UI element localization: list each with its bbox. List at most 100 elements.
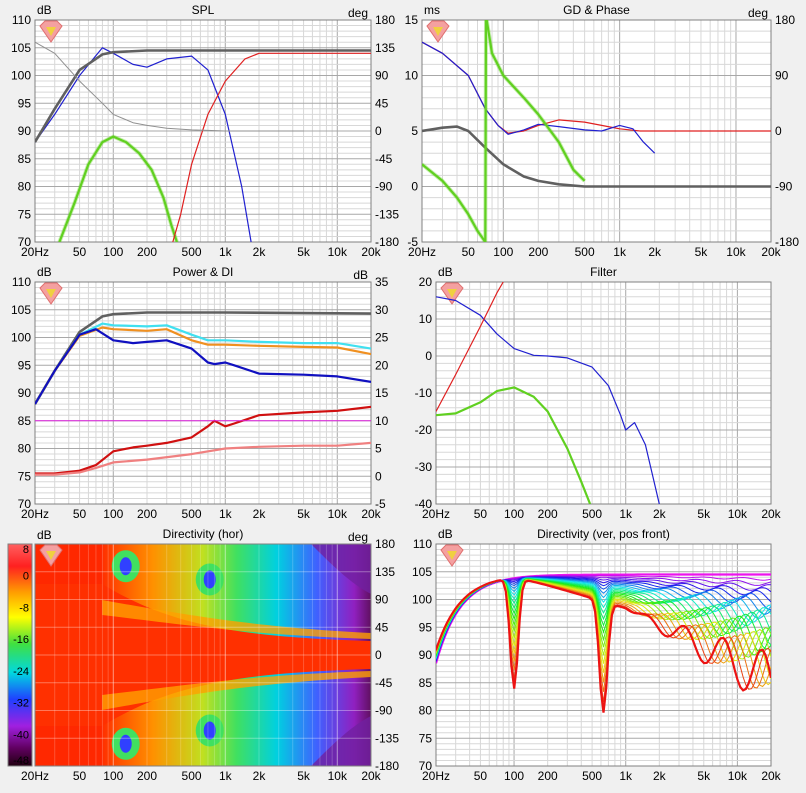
- y-tick-label: 75: [18, 469, 32, 483]
- plot-title: SPL: [192, 3, 215, 17]
- right-tick-label: -5: [375, 497, 386, 511]
- scale-tick-label: -16: [13, 634, 29, 646]
- heatmap-edge: [102, 600, 371, 639]
- logo-core: [46, 289, 56, 298]
- grid: [34, 543, 372, 767]
- x-tick-label: 5k: [695, 245, 709, 259]
- series-red-line: [436, 282, 504, 412]
- heatmap-center-band: [35, 584, 371, 726]
- right-tick-label: -45: [375, 152, 393, 166]
- x-tick-label: 2k: [653, 507, 667, 521]
- y-tick-label: 0: [425, 349, 432, 363]
- series-red-line: [172, 52, 371, 242]
- x-tick-label: 20Hz: [21, 769, 49, 783]
- y-tick-label: 105: [11, 303, 31, 317]
- scale-tick-label: -40: [13, 729, 29, 741]
- x-tick-label: 1k: [613, 245, 627, 259]
- plot-title: GD & Phase: [563, 3, 630, 17]
- right-tick-label: 135: [375, 565, 395, 579]
- y-tick-label: 105: [412, 565, 432, 579]
- x-tick-label: 100: [103, 769, 123, 783]
- y-tick-label: 95: [18, 358, 32, 372]
- series-group: [35, 41, 371, 242]
- right-tick-label: 0: [775, 124, 782, 138]
- left-unit-label: dB: [37, 3, 52, 17]
- x-tick-label: 500: [182, 769, 202, 783]
- y-tick-label: 110: [12, 275, 31, 289]
- color-scale-bar: [7, 543, 33, 767]
- x-tick-label: 50: [73, 245, 87, 259]
- x-tick-label: 20Hz: [21, 507, 49, 521]
- right-tick-label: 15: [375, 386, 389, 400]
- plot-title: Power & DI: [173, 265, 234, 279]
- diamond-logo-icon: [39, 20, 63, 43]
- x-tick-label: 20Hz: [422, 507, 450, 521]
- x-tick-label: 100: [504, 507, 524, 521]
- plot-frame: [34, 281, 372, 505]
- right-tick-label: 90: [375, 593, 389, 607]
- right-tick-label: 5: [375, 442, 382, 456]
- heatmap-hf: [311, 544, 371, 594]
- x-tick-label: 10k: [728, 507, 748, 521]
- y-tick-label: -20: [415, 423, 433, 437]
- right-unit-label: deg: [748, 6, 768, 20]
- right-tick-label: -90: [775, 180, 793, 194]
- right-tick-label: -135: [375, 731, 399, 745]
- right-tick-label: 0: [375, 648, 382, 662]
- x-tick-label: 20Hz: [21, 245, 49, 259]
- directivity-curve: [436, 579, 771, 713]
- y-tick-label: 75: [18, 207, 32, 221]
- x-tick-label: 5k: [697, 769, 711, 783]
- y-tick-label: 70: [18, 235, 32, 249]
- right-tick-label: -180: [375, 759, 399, 773]
- x-tick-label: 5k: [697, 507, 711, 521]
- plot-frame: [435, 281, 772, 505]
- y-tick-label: 85: [18, 414, 32, 428]
- y-tick-label: 85: [18, 152, 32, 166]
- series-dark_gray-line: [35, 49, 371, 143]
- diamond-logo-icon: [39, 544, 63, 567]
- x-tick-label: 1k: [619, 507, 633, 521]
- right-tick-label: 10: [375, 414, 389, 428]
- heatmap-notch: [119, 734, 132, 753]
- x-tick-label: 50: [474, 769, 488, 783]
- x-tick-label: 500: [582, 769, 602, 783]
- series-salmon-line: [35, 441, 371, 476]
- x-tick-label: 20k: [761, 245, 781, 259]
- y-tick-label: 20: [419, 275, 433, 289]
- x-tick-label: 1k: [219, 769, 233, 783]
- series-green-line: [58, 135, 178, 242]
- x-tick-label: 100: [504, 769, 524, 783]
- x-tick-label: 2k: [253, 507, 267, 521]
- x-tick-label: 1k: [219, 507, 233, 521]
- y-tick-label: 15: [405, 13, 419, 27]
- y-tick-label: 85: [419, 676, 433, 690]
- right-unit-label: deg: [348, 6, 368, 20]
- diamond-logo-icon: [440, 544, 464, 567]
- x-tick-label: 1k: [619, 769, 633, 783]
- x-tick-label: 5k: [297, 245, 311, 259]
- left-unit-label: dB: [37, 265, 52, 279]
- heatmap-edge: [102, 671, 371, 710]
- left-unit-label: ms: [424, 3, 440, 17]
- right-tick-label: -180: [375, 235, 399, 249]
- plot-title: Directivity (ver, pos front): [537, 527, 670, 541]
- y-tick-label: 0: [411, 180, 418, 194]
- right-tick-label: 45: [375, 96, 389, 110]
- heatmap-notch: [119, 557, 132, 576]
- x-tick-label: 50: [73, 507, 87, 521]
- scale-tick-label: -32: [13, 698, 29, 710]
- y-tick-label: 100: [412, 593, 432, 607]
- right-tick-label: 25: [375, 331, 389, 345]
- x-tick-label: 10k: [728, 769, 748, 783]
- right-tick-label: 0: [375, 469, 382, 483]
- x-tick-label: 100: [103, 507, 123, 521]
- x-tick-label: 50: [73, 769, 87, 783]
- panel-dir-hor: Directivity (hor) dB deg 180 135 90 45 0 -45 -90 -…: [21, 527, 399, 783]
- y-tick-label: -30: [415, 460, 433, 474]
- y-tick-label: -40: [415, 497, 433, 511]
- right-tick-label: 45: [375, 620, 389, 634]
- logo-core: [46, 551, 56, 560]
- series-blue-line: [35, 47, 252, 242]
